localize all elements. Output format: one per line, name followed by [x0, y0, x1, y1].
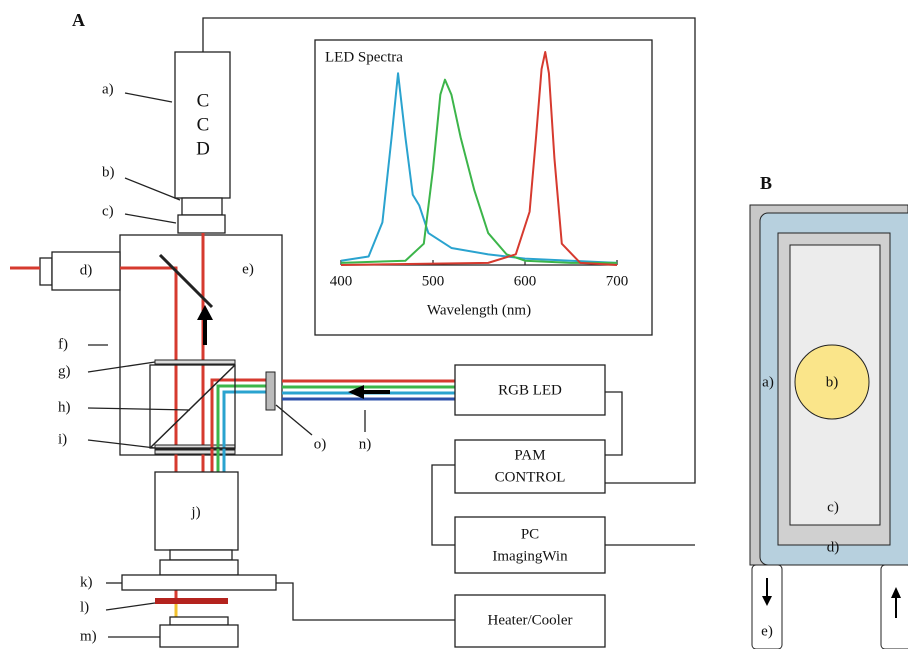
x-tick-label: 700 [606, 273, 629, 289]
stage [122, 575, 276, 590]
lamp [160, 625, 238, 647]
marker: c) [102, 203, 114, 219]
marker: b) [102, 164, 115, 180]
panel-label: A [72, 10, 85, 30]
marker: d) [80, 262, 93, 278]
marker: d) [827, 539, 840, 555]
marker: k) [80, 574, 93, 590]
marker: o) [314, 436, 327, 452]
marker: e) [242, 261, 254, 277]
cable [605, 392, 622, 455]
x-axis-label: Wavelength (nm) [427, 302, 531, 318]
marker: h) [58, 399, 71, 415]
ccd-text: C [197, 114, 210, 135]
x-tick-label: 600 [514, 273, 537, 289]
port [40, 258, 52, 285]
leader [125, 93, 172, 102]
objective [160, 560, 238, 575]
ccd-text: D [196, 138, 210, 159]
figure: A C C D RGB LED PAM CONTROL PC ImagingWi… [0, 0, 908, 649]
cable [432, 465, 455, 545]
marker: j) [190, 504, 200, 520]
marker: m) [80, 628, 97, 644]
x-tick-label: 500 [422, 273, 445, 289]
adapter [178, 215, 225, 233]
box-text: PC [521, 526, 539, 542]
marker: l) [80, 599, 89, 615]
filter [266, 372, 275, 410]
coupler [182, 198, 222, 215]
marker: f) [58, 336, 68, 352]
box-text: PAM [514, 447, 545, 463]
pc [455, 517, 605, 573]
tube [881, 565, 908, 649]
box-text: ImagingWin [492, 548, 568, 564]
marker: g) [58, 363, 71, 379]
marker: i) [58, 431, 67, 447]
box-text: CONTROL [495, 469, 566, 485]
box-text: RGB LED [498, 382, 562, 398]
filter [155, 360, 235, 364]
marker: c) [827, 499, 839, 515]
objective [170, 550, 232, 560]
marker: n) [359, 436, 372, 452]
marker: a) [762, 374, 774, 390]
cable [276, 583, 455, 620]
panel-label: B [760, 173, 772, 193]
leader [125, 214, 176, 223]
x-tick-label: 400 [330, 273, 353, 289]
lamp [170, 617, 228, 625]
sample [155, 598, 228, 604]
ccd-text: C [197, 90, 210, 111]
inset-title: LED Spectra [325, 49, 403, 65]
leader [106, 603, 155, 610]
leader [125, 178, 180, 200]
marker: e) [761, 623, 773, 639]
marker: a) [102, 81, 114, 97]
marker: b) [826, 374, 839, 390]
inset [315, 40, 652, 335]
box-text: Heater/Cooler [488, 612, 573, 628]
